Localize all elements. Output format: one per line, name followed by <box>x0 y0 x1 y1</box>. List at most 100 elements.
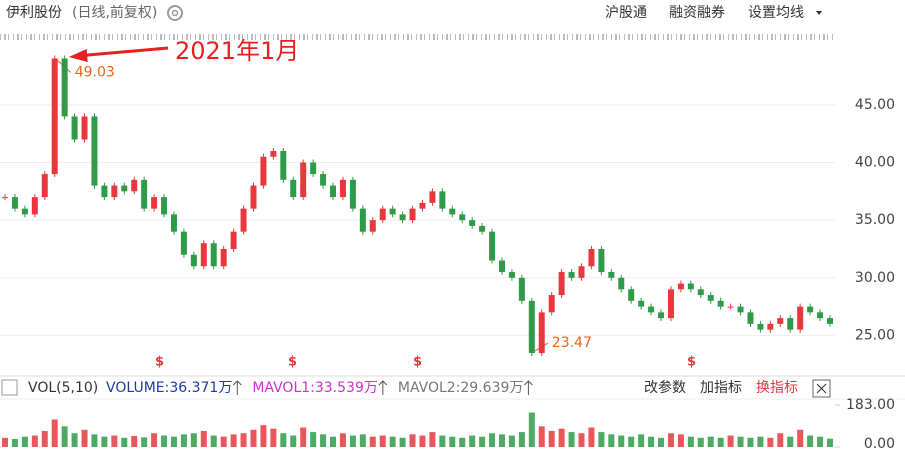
volume-bar <box>628 436 635 447</box>
y-tick-label: 25.00 <box>855 327 895 343</box>
candle <box>31 197 38 215</box>
close-button[interactable] <box>812 379 831 398</box>
volume-bar <box>11 438 18 447</box>
volume-bar <box>21 436 28 447</box>
candle <box>717 300 724 307</box>
volume-bar <box>121 437 128 447</box>
volume-bar <box>578 433 585 447</box>
volume-bar <box>767 437 774 447</box>
candle <box>827 318 833 324</box>
volume-bar <box>61 426 68 447</box>
volume-bar <box>797 429 804 447</box>
volume-bar <box>170 436 177 447</box>
candle <box>449 208 456 215</box>
indicator-button[interactable]: 改参数 <box>644 379 686 396</box>
volume-bar <box>449 436 456 447</box>
candle <box>469 220 476 226</box>
volume-bar <box>677 434 684 447</box>
candle <box>747 312 754 324</box>
volume-bar <box>548 430 555 447</box>
candle <box>757 323 764 330</box>
candle <box>21 208 28 215</box>
candle <box>41 174 48 198</box>
volume-bar <box>598 432 605 447</box>
candle <box>588 248 595 267</box>
candle <box>409 208 416 221</box>
candle <box>807 306 814 313</box>
volume-bar <box>230 434 237 447</box>
marker-icon: $ <box>687 355 696 370</box>
volume-bar <box>608 434 615 447</box>
volume-bar <box>91 434 98 447</box>
volume-bar <box>41 430 48 447</box>
candle <box>399 214 406 221</box>
candle <box>190 254 197 267</box>
candle <box>578 266 585 278</box>
volume-bar <box>588 427 595 447</box>
candle <box>250 185 257 209</box>
close-icon <box>816 383 827 394</box>
volume-bar <box>280 433 287 447</box>
volume-bar <box>827 438 833 447</box>
candle <box>498 260 505 273</box>
indicator-button[interactable]: 换指标 <box>756 379 798 396</box>
candle <box>290 179 297 198</box>
indicator-button[interactable]: 加指标 <box>700 380 742 396</box>
candle <box>180 231 187 255</box>
volume-bar <box>270 428 277 447</box>
volume-bar <box>240 433 247 447</box>
candle <box>777 318 784 324</box>
candle <box>300 162 307 198</box>
volume-bar <box>459 437 466 447</box>
candle <box>737 306 744 313</box>
settings-icon-core <box>171 9 179 17</box>
candle <box>667 289 674 319</box>
candle <box>71 116 78 140</box>
candle <box>230 231 237 249</box>
volume-bar <box>737 436 744 447</box>
candle <box>538 312 545 354</box>
dividend-markers: $ $ $ $ <box>155 355 696 370</box>
volume-bar <box>638 434 645 447</box>
candle <box>141 179 148 209</box>
stock-name: 伊利股份 <box>6 5 62 21</box>
volume-bar <box>419 435 426 447</box>
volume-bar <box>330 436 337 447</box>
y-tick-label: 45.00 <box>855 97 895 113</box>
candle <box>240 208 247 232</box>
volume-bar <box>131 435 138 447</box>
candle <box>320 174 327 186</box>
legend-arrow <box>378 380 388 395</box>
y-tick-label: 35.00 <box>855 212 895 228</box>
candle <box>81 116 88 140</box>
volume-bar <box>538 426 545 447</box>
candle <box>697 289 704 296</box>
button[interactable]: 设置均线 <box>748 5 804 21</box>
value-label: 49.03 <box>75 64 115 80</box>
candle <box>598 248 605 273</box>
settings-icon[interactable] <box>167 5 183 21</box>
candle <box>101 185 108 198</box>
button[interactable]: 融资融券 <box>669 5 725 21</box>
candle <box>131 179 138 192</box>
candle <box>220 248 227 267</box>
volume-bar <box>161 435 168 447</box>
candle <box>91 116 98 186</box>
volume-bar <box>558 428 565 447</box>
marker-icon: $ <box>288 355 297 370</box>
button[interactable]: 沪股通 <box>605 5 647 21</box>
volume-bar <box>648 436 655 447</box>
candle <box>618 277 625 290</box>
volume-bar <box>439 435 446 447</box>
candle <box>817 312 824 319</box>
volume-bar <box>71 433 78 447</box>
legend-label: VOLUME:36.371万 <box>106 380 232 396</box>
volume-bar <box>757 436 764 447</box>
volume-bar <box>369 436 376 447</box>
candle <box>429 191 436 203</box>
collapse-button[interactable] <box>1 379 18 396</box>
candle <box>11 197 18 209</box>
candle <box>310 162 317 175</box>
volume-bar <box>667 433 674 447</box>
candle <box>518 277 525 301</box>
